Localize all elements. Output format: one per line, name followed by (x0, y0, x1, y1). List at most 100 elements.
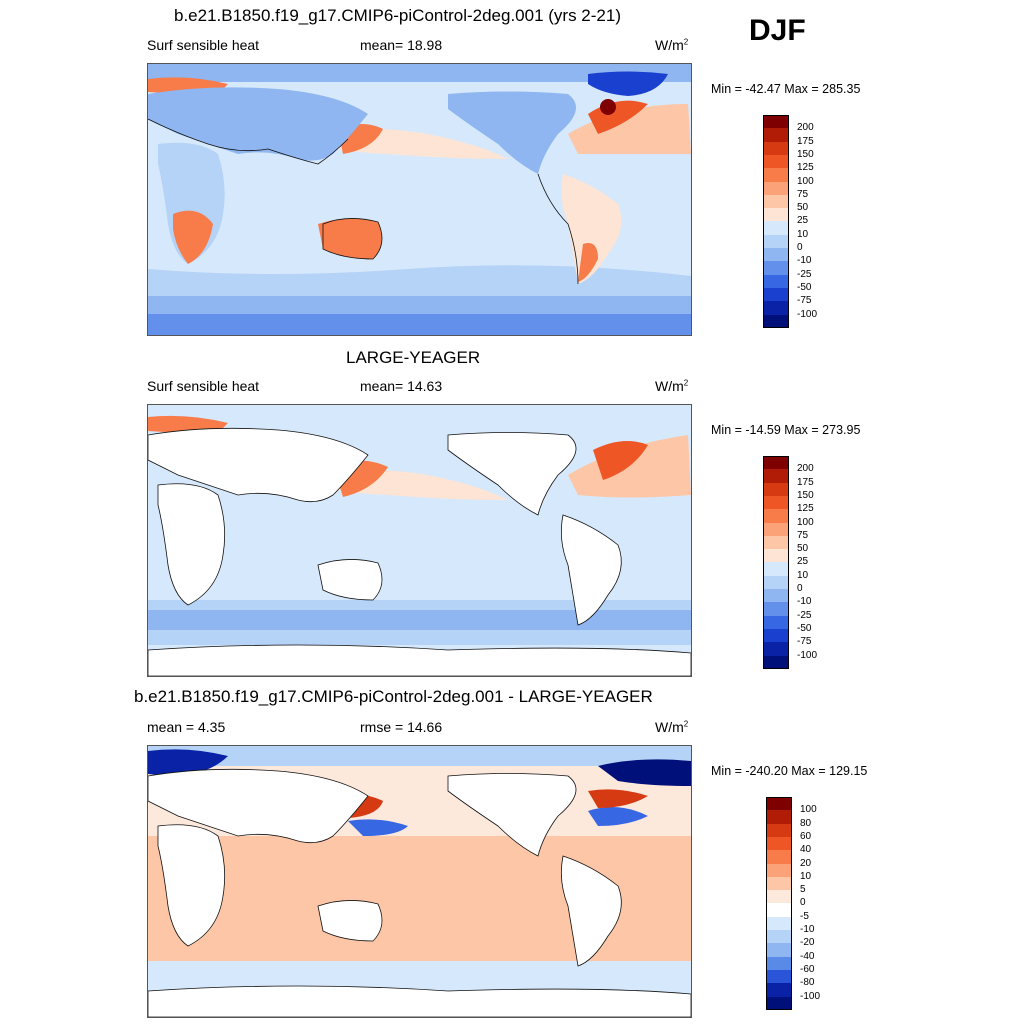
panel-3-mean-label: mean = 4.35 (147, 719, 226, 735)
colorbar-tick-label: 75 (797, 188, 809, 200)
colorbar-tick-label: -5 (800, 910, 809, 922)
colorbar-tick-label: -100 (800, 990, 821, 1002)
panel-2-variable-label: Surf sensible heat (147, 378, 260, 394)
colorbar-swatch (766, 890, 792, 904)
colorbar-tick-label: -50 (797, 622, 812, 634)
colorbar-swatch (766, 850, 792, 864)
colorbar-swatch (763, 261, 789, 276)
colorbar-tick-label: 150 (797, 489, 814, 501)
colorbar-swatch (766, 930, 792, 944)
panel-3-units: W/m2 (655, 719, 689, 735)
colorbar-tick-label: -100 (797, 649, 818, 661)
colorbar-tick-label: -40 (800, 950, 815, 962)
panel-2-mean-label: mean= 14.63 (360, 378, 443, 394)
colorbar-tick-label: 100 (800, 804, 817, 816)
panel-2-title: LARGE-YEAGER (346, 348, 481, 367)
colorbar-tick-label: 100 (797, 516, 814, 528)
colorbar-swatch (763, 562, 789, 577)
colorbar-swatch (766, 863, 792, 878)
colorbar-swatch (763, 535, 789, 550)
colorbar-tick-label: -20 (800, 937, 815, 949)
panel-1-map (147, 63, 692, 336)
panel-3-title: b.e21.B1850.f19_g17.CMIP6-piControl-2deg… (134, 687, 653, 706)
colorbar-swatch (763, 221, 789, 236)
colorbar-tick-label: 25 (797, 556, 809, 568)
colorbar-swatch (763, 509, 789, 523)
colorbar-swatch (763, 128, 789, 143)
colorbar-swatch (763, 141, 789, 156)
panel-1-colorbar: 200 175 150 125 100 75 50 25 10 0 -10 -25 -50 -75 -100 (763, 115, 823, 330)
colorbar-swatch (763, 115, 789, 129)
colorbar-tick-label: 60 (800, 830, 812, 842)
colorbar-tick-label: -25 (797, 268, 812, 280)
colorbar-tick-label: -10 (800, 924, 815, 935)
colorbar-tick-label: 75 (797, 529, 809, 541)
panel-2-colorbar: 200 175 150 125 100 75 50 25 10 0 -10 -25 -50 -75 -100 (763, 456, 823, 671)
colorbar-swatch (763, 168, 789, 182)
colorbar-tick-label: 80 (800, 817, 812, 829)
colorbar-tick-label: 200 (797, 122, 814, 134)
colorbar-tick-label: -60 (800, 963, 815, 975)
panel-3-map (147, 745, 692, 1018)
colorbar-swatch (766, 836, 792, 851)
colorbar-tick-label: 10 (797, 228, 809, 240)
panel-1-units: W/m2 (655, 37, 689, 53)
colorbar-swatch (763, 194, 789, 209)
panel-3-colorbar: 100 80 60 40 20 10 5 0 -5 -10 -20 -40 -60 -80 -100 (766, 797, 826, 1012)
colorbar-tick-label: 200 (797, 463, 814, 475)
colorbar-swatch (763, 248, 789, 262)
panel-2-units: W/m2 (655, 378, 689, 394)
panel-1-minmax: Min = -42.47 Max = 285.35 (711, 82, 861, 96)
colorbar-tick-label: 40 (800, 844, 812, 856)
colorbar-swatch (763, 549, 789, 563)
colorbar-swatch (763, 575, 789, 590)
colorbar-tick-label: 25 (797, 215, 809, 227)
colorbar-swatch (763, 456, 789, 470)
colorbar-tick-label: -50 (797, 281, 812, 293)
colorbar-swatch (766, 969, 792, 984)
colorbar-tick-label: -10 (797, 596, 812, 608)
colorbar-swatch (763, 469, 789, 484)
panel-3-rmse-label: rmse = 14.66 (360, 719, 443, 735)
colorbar-swatch (766, 956, 792, 971)
panel-2-minmax: Min = -14.59 Max = 273.95 (711, 423, 861, 437)
colorbar-tick-label: -10 (797, 255, 812, 267)
panel-3-minmax: Min = -240.20 Max = 129.15 (711, 764, 868, 778)
colorbar-tick-label: 175 (797, 135, 814, 147)
colorbar-swatch (766, 810, 792, 825)
colorbar-tick-label: -100 (797, 308, 818, 320)
panel-1-mean-label: mean= 18.98 (360, 37, 443, 53)
colorbar-tick-label: 100 (797, 175, 814, 187)
colorbar-tick-label: 125 (797, 162, 814, 174)
colorbar-tick-label: 20 (800, 857, 812, 869)
colorbar-swatch (763, 314, 789, 329)
colorbar-swatch (766, 943, 792, 958)
colorbar-swatch (763, 495, 789, 510)
colorbar-swatch (763, 602, 789, 617)
colorbar-swatch (763, 655, 789, 670)
season-label: DJF (749, 14, 806, 47)
colorbar-swatch (763, 642, 789, 656)
colorbar-swatch (766, 903, 792, 918)
colorbar-tick-label: 0 (797, 242, 803, 253)
colorbar-tick-label: -75 (797, 636, 812, 648)
colorbar-swatch (766, 916, 792, 931)
panel-1-title: b.e21.B1850.f19_g17.CMIP6-piControl-2deg… (174, 6, 621, 25)
colorbar-tick-label: 5 (800, 884, 806, 896)
colorbar-swatch (763, 615, 789, 630)
colorbar-swatch (766, 983, 792, 997)
colorbar-tick-label: -75 (797, 295, 812, 307)
panel-2-map (147, 404, 692, 677)
colorbar-swatch (763, 301, 789, 315)
colorbar-swatch (766, 823, 792, 838)
colorbar-swatch (763, 234, 789, 249)
colorbar-swatch (763, 181, 789, 196)
colorbar-tick-label: 125 (797, 503, 814, 515)
colorbar-tick-label: 175 (797, 476, 814, 488)
colorbar-tick-label: 50 (797, 202, 809, 214)
panel-1-variable-label: Surf sensible heat (147, 37, 260, 53)
colorbar-swatch (763, 628, 789, 643)
colorbar-swatch (763, 482, 789, 497)
colorbar-swatch (763, 274, 789, 289)
colorbar-swatch (766, 996, 792, 1011)
